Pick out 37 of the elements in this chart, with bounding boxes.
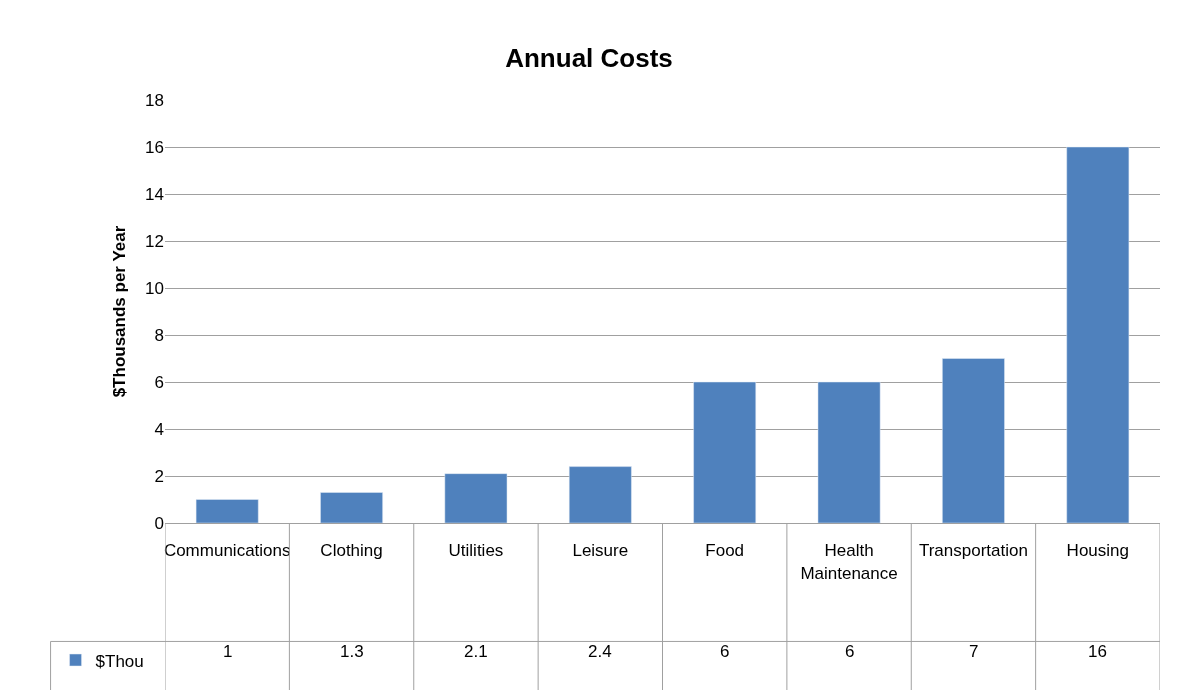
y-tick-label: 0 [154, 513, 164, 533]
y-tick-label: 8 [154, 325, 164, 345]
legend-label: $Thou [95, 651, 144, 671]
y-tick-label: 16 [145, 137, 164, 157]
y-tick-label: 10 [145, 278, 164, 298]
x-tick-label: Communications [163, 541, 291, 561]
chart-title: Annual Costs [505, 42, 673, 73]
data-label: 16 [1088, 642, 1107, 661]
y-tick-label: 14 [145, 184, 164, 204]
x-tick-label: Housing [1066, 541, 1129, 561]
bar [1066, 146, 1130, 523]
x-tick-label: Clothing [320, 541, 383, 561]
x-tick-label: Leisure [572, 541, 629, 561]
y-tick-label: 6 [154, 372, 164, 392]
y-tick-label: 18 [145, 90, 164, 110]
y-axis-title: $Thousands per Year [109, 225, 129, 398]
data-label: 2.4 [588, 642, 612, 661]
data-label: 6 [720, 642, 730, 661]
data-label: 2.1 [464, 642, 488, 661]
x-tick-label: Utilities [448, 541, 504, 561]
data-label: 6 [845, 642, 855, 661]
y-tick-label: 4 [154, 419, 164, 439]
x-tick-label: Food [705, 541, 745, 561]
bar [444, 473, 508, 523]
y-tick-label: 2 [154, 466, 164, 486]
data-label: 1 [223, 642, 233, 661]
bar [195, 499, 259, 523]
x-tick-label: Transportation [918, 541, 1028, 561]
bar [320, 492, 383, 523]
bar [568, 466, 632, 523]
data-label: 7 [969, 642, 979, 661]
bar [817, 381, 881, 523]
bar [942, 358, 1005, 523]
y-tick-label: 12 [145, 231, 164, 251]
x-tick-label: Health Maintenance [800, 541, 898, 583]
data-label: 1.3 [340, 642, 364, 661]
bar [693, 381, 757, 523]
